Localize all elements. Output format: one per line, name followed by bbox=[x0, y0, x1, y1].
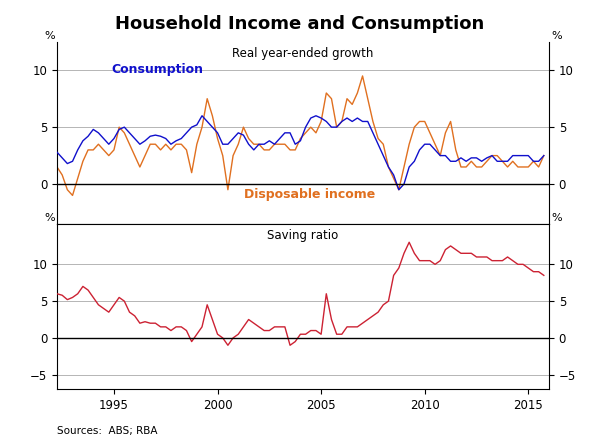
Text: %: % bbox=[551, 213, 562, 223]
Text: %: % bbox=[44, 31, 55, 41]
Text: %: % bbox=[551, 31, 562, 41]
Text: Sources:  ABS; RBA: Sources: ABS; RBA bbox=[57, 425, 157, 436]
Text: %: % bbox=[44, 213, 55, 223]
Text: Consumption: Consumption bbox=[111, 63, 203, 76]
Text: Disposable income: Disposable income bbox=[244, 188, 375, 202]
Text: Saving ratio: Saving ratio bbox=[268, 229, 338, 242]
Text: Household Income and Consumption: Household Income and Consumption bbox=[115, 15, 485, 33]
Text: Real year-ended growth: Real year-ended growth bbox=[232, 47, 374, 60]
